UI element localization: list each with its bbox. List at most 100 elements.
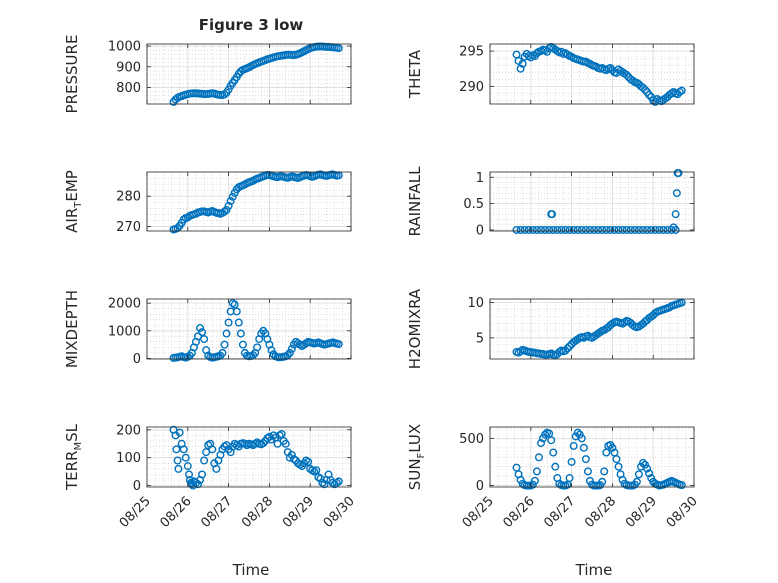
data-point bbox=[193, 480, 202, 489]
data-point bbox=[598, 225, 607, 234]
data-point bbox=[512, 225, 521, 234]
data-point bbox=[598, 477, 607, 486]
data-point bbox=[238, 340, 247, 349]
plot-area bbox=[490, 172, 694, 231]
axes-box bbox=[489, 426, 695, 488]
data-point bbox=[222, 205, 231, 214]
data-point bbox=[537, 439, 546, 448]
data-point bbox=[534, 453, 543, 462]
subplot-3: 270 280 AIRTEMP bbox=[63, 170, 352, 235]
data-point bbox=[614, 225, 623, 234]
data-point bbox=[224, 318, 233, 327]
y-axis-label: THETA bbox=[406, 49, 424, 99]
data-point bbox=[218, 348, 227, 357]
data-point bbox=[594, 225, 603, 234]
data-point bbox=[610, 225, 619, 234]
subplot-2: 290 295 THETA bbox=[406, 42, 695, 106]
axes-box bbox=[146, 43, 352, 105]
data-point bbox=[320, 480, 329, 489]
data-point bbox=[179, 445, 188, 454]
data-point bbox=[677, 481, 686, 490]
data-point bbox=[220, 340, 229, 349]
data-point bbox=[541, 225, 550, 234]
y-tick-label: 1 bbox=[476, 171, 484, 186]
data-point bbox=[520, 225, 529, 234]
data-point bbox=[173, 456, 182, 465]
data-point bbox=[581, 225, 590, 234]
data-point bbox=[671, 210, 680, 219]
y-axis-label: SUNFLUX bbox=[406, 424, 427, 490]
data-point bbox=[287, 450, 296, 459]
y-axis-label-subscript: M bbox=[73, 442, 84, 451]
data-point bbox=[267, 346, 276, 355]
data-point bbox=[674, 169, 683, 178]
data-point bbox=[283, 351, 292, 360]
data-point bbox=[551, 462, 560, 471]
data-point bbox=[185, 470, 194, 479]
data-point bbox=[285, 348, 294, 357]
data-point bbox=[612, 455, 621, 464]
subplot-4: 0 0.5 1 RAINFALL bbox=[406, 166, 695, 238]
subplot-6: 5 10 H2OMIXRA bbox=[406, 288, 695, 369]
data-point bbox=[232, 307, 241, 316]
data-point bbox=[222, 329, 231, 338]
data-point bbox=[236, 67, 245, 76]
data-point bbox=[651, 225, 660, 234]
y-axis-label: RAINFALL bbox=[406, 166, 424, 237]
data-point bbox=[547, 436, 556, 445]
data-point bbox=[516, 225, 525, 234]
axes-box bbox=[146, 298, 352, 360]
y-axis-label: PRESSURE bbox=[63, 35, 81, 114]
data-point bbox=[581, 455, 590, 464]
data-point bbox=[304, 457, 313, 466]
data-point bbox=[567, 457, 576, 466]
y-axis-label: MIXDEPTH bbox=[63, 290, 81, 368]
data-point bbox=[573, 428, 582, 437]
data-point bbox=[672, 189, 681, 198]
data-point bbox=[561, 346, 570, 355]
data-point bbox=[577, 225, 586, 234]
data-point bbox=[334, 44, 343, 53]
data-point bbox=[236, 329, 245, 338]
subplot-1: 800 900 1000 PRESSURE bbox=[63, 35, 352, 114]
y-axis-label-subscript: F bbox=[416, 452, 427, 458]
data-point bbox=[532, 225, 541, 234]
data-point bbox=[230, 300, 239, 309]
data-point bbox=[643, 225, 652, 234]
data-point bbox=[200, 456, 209, 465]
y-tick-label: 1000 bbox=[108, 40, 141, 55]
subplot-5: 0 1000 2000 MIXDEPTH bbox=[63, 290, 352, 368]
data-point bbox=[541, 430, 550, 439]
y-axis-label-main: AIR bbox=[63, 208, 81, 233]
y-axis-label-main: H2OMIXRA bbox=[406, 288, 424, 369]
data-point bbox=[677, 86, 686, 95]
data-point bbox=[287, 344, 296, 353]
data-point bbox=[630, 225, 639, 234]
data-point bbox=[645, 469, 654, 478]
data-point bbox=[577, 434, 586, 443]
y-axis-label-rest: EMP bbox=[63, 170, 81, 201]
data-point bbox=[643, 464, 652, 473]
data-point bbox=[565, 342, 574, 351]
data-point bbox=[549, 225, 558, 234]
y-axis-label-main: PRESSURE bbox=[63, 35, 81, 114]
data-point bbox=[600, 467, 609, 476]
data-point bbox=[626, 225, 635, 234]
data-point bbox=[172, 445, 181, 454]
data-point bbox=[228, 192, 237, 201]
axes-box bbox=[146, 426, 352, 488]
data-point bbox=[198, 470, 207, 479]
data-point bbox=[655, 225, 664, 234]
y-tick-label: 270 bbox=[116, 220, 141, 235]
data-point bbox=[312, 466, 321, 475]
data-point bbox=[220, 207, 229, 216]
data-point bbox=[548, 210, 557, 219]
data-point bbox=[277, 429, 286, 438]
y-axis-label-main: MIXDEPTH bbox=[63, 290, 81, 368]
data-point bbox=[179, 215, 188, 224]
data-point bbox=[565, 474, 574, 483]
data-point bbox=[267, 435, 276, 444]
data-point bbox=[224, 201, 233, 210]
y-tick-label: 800 bbox=[116, 81, 141, 96]
